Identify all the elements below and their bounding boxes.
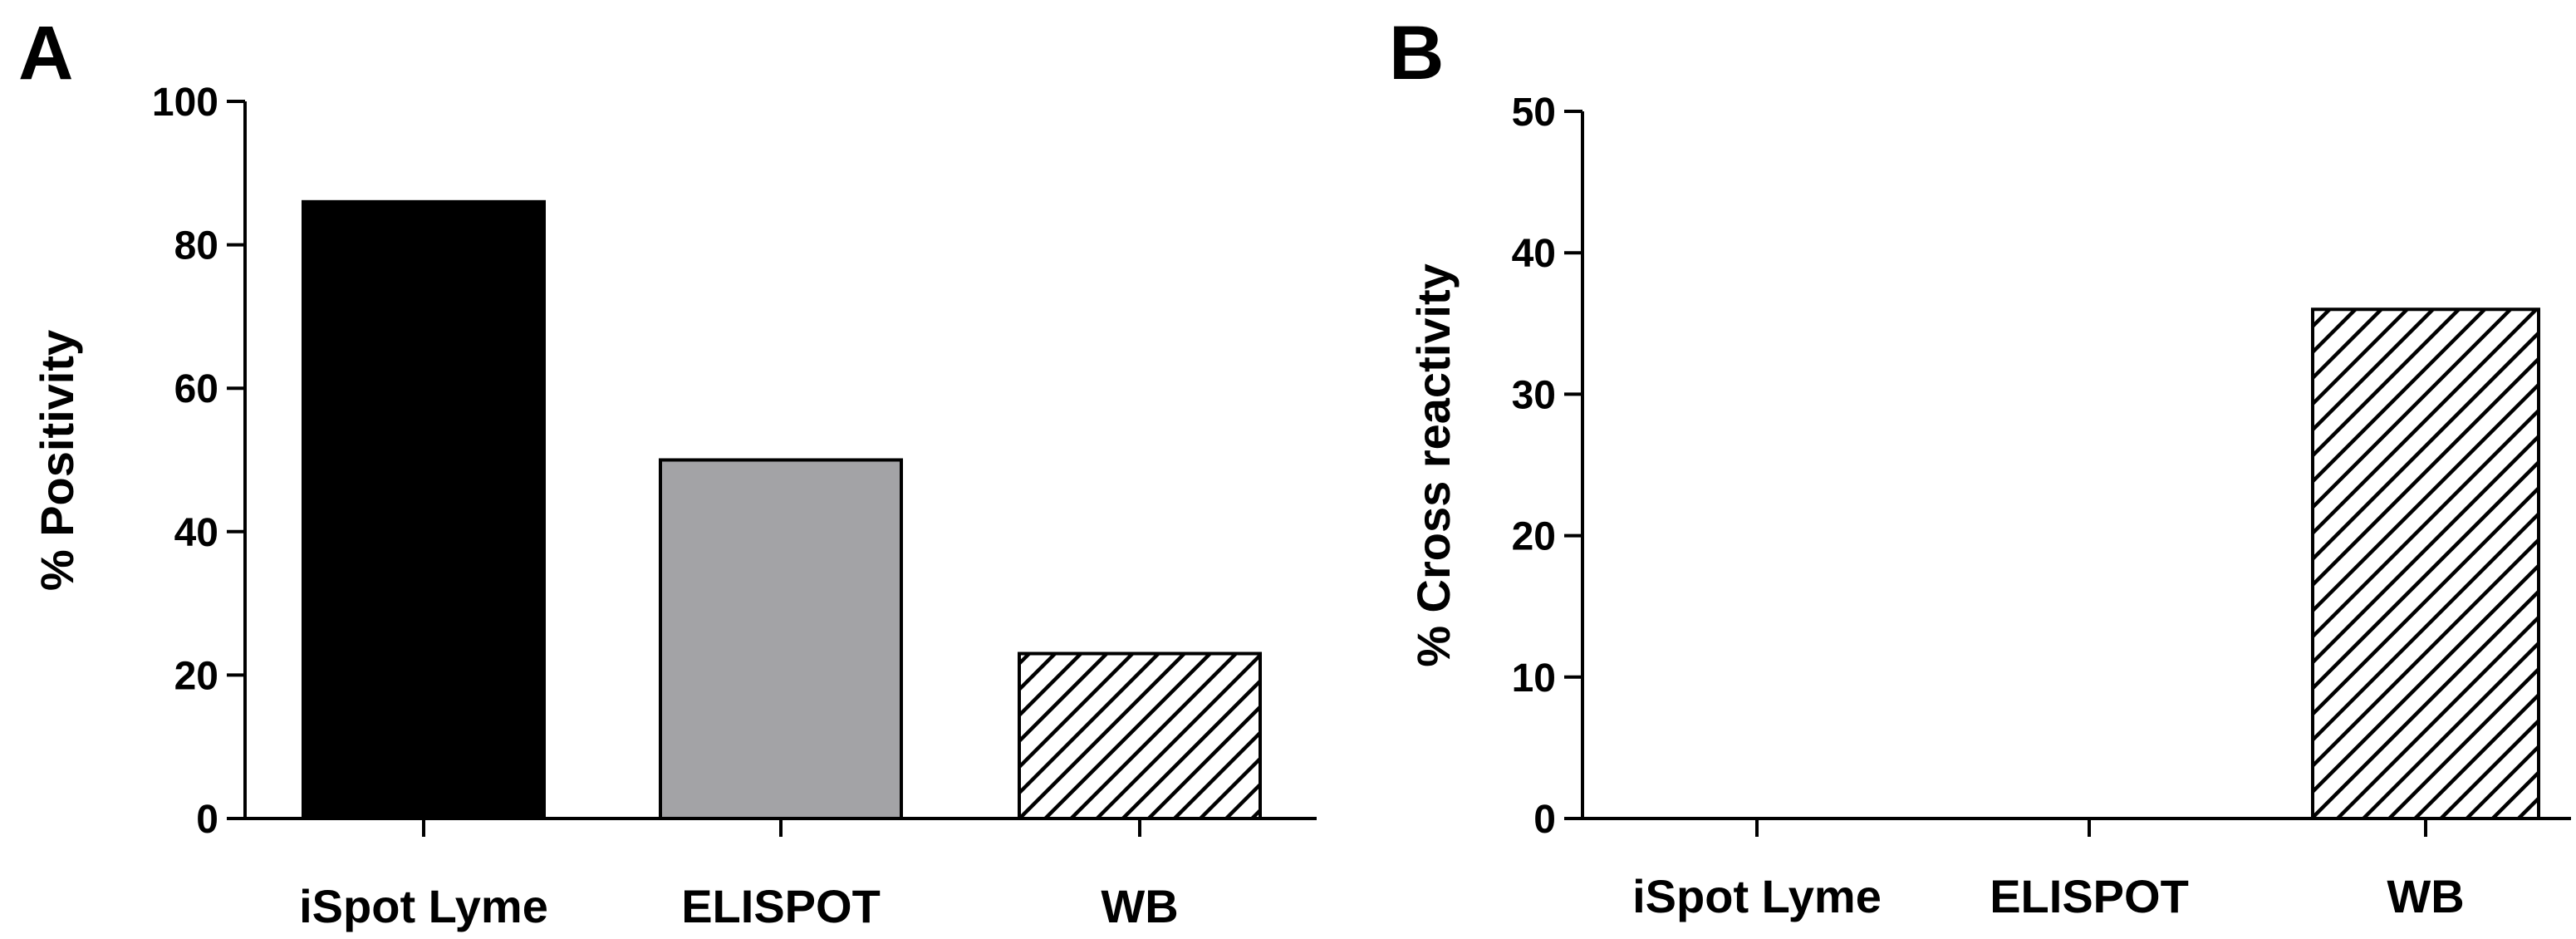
panel-b-bar-wb bbox=[2311, 307, 2540, 820]
panel-a-bar-ispot-lyme bbox=[302, 199, 546, 820]
panel-b-y-tick-label: 20 bbox=[1512, 515, 1556, 559]
panel-a-bar-elispot bbox=[659, 458, 903, 820]
panel-b-y-axis-title: % Cross reactivity bbox=[1407, 263, 1460, 667]
panel-a-chart: A 0 20 40 60 80 100 iSpot Lyme ELISPOT WB % Posit… bbox=[18, 11, 1317, 932]
panel-a-letter: A bbox=[18, 11, 73, 96]
panel-a-y-tick-label: 80 bbox=[174, 224, 218, 268]
panel-a-y-tick-label: 40 bbox=[174, 511, 218, 555]
panel-b-category-label: ELISPOT bbox=[1990, 870, 2189, 922]
panel-b-category-label: WB bbox=[2387, 870, 2464, 922]
panel-b-y-tick-label: 40 bbox=[1512, 232, 1556, 276]
panel-b-y-tick-label: 50 bbox=[1512, 91, 1556, 135]
panel-a-y-tick-label: 20 bbox=[174, 654, 218, 698]
panel-a-y-tick-label: 60 bbox=[174, 367, 218, 411]
panel-b-y-tick-label: 0 bbox=[1533, 798, 1556, 842]
panel-b-chart: B 0 10 20 30 40 50 iSpot Lyme ELISPOT WB % Cross … bbox=[1389, 11, 2571, 922]
panel-a-category-label: WB bbox=[1101, 880, 1178, 932]
panel-a-bar-wb bbox=[1018, 651, 1262, 821]
panel-a-category-label: ELISPOT bbox=[681, 880, 881, 932]
panel-a-category-label: iSpot Lyme bbox=[299, 880, 548, 932]
panel-b-letter: B bbox=[1389, 11, 1444, 96]
panel-a-y-axis-title: % Positivity bbox=[31, 330, 83, 591]
panel-a-y-tick-label: 100 bbox=[152, 81, 218, 125]
panel-b-y-tick-label: 10 bbox=[1512, 656, 1556, 701]
panel-b-y-tick-label: 30 bbox=[1512, 373, 1556, 417]
panel-b-category-label: iSpot Lyme bbox=[1632, 870, 1882, 922]
panel-a-y-tick-label: 0 bbox=[196, 798, 218, 842]
